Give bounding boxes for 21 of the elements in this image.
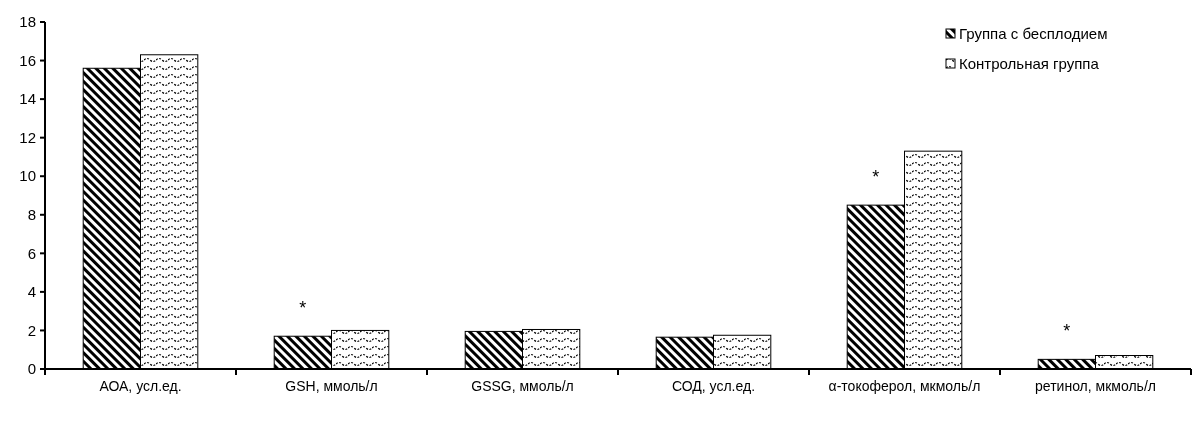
y-tick-label: 14 xyxy=(19,90,36,108)
x-tick-label: АОА, усл.ед. xyxy=(99,378,182,394)
y-tick-label: 4 xyxy=(27,283,36,301)
y-tick-label: 0 xyxy=(27,360,36,378)
legend-label: Контрольная группа xyxy=(959,55,1100,73)
y-tick-label: 8 xyxy=(27,206,36,224)
annotation: * xyxy=(299,298,307,319)
x-tick-label: GSH, ммоль/л xyxy=(285,378,378,394)
x-tick-label: ретинол, мкмоль/л xyxy=(1035,378,1156,394)
legend-label: Группа с бесплодием xyxy=(959,25,1108,43)
annotation: * xyxy=(872,167,880,188)
y-tick-label: 2 xyxy=(27,321,36,339)
x-tick-label: α-токоферол, мкмоль/л xyxy=(828,378,981,394)
x-tick-label: GSSG, ммоль/л xyxy=(471,378,574,394)
y-tick-label: 6 xyxy=(27,244,36,262)
y-tick-label: 10 xyxy=(19,167,36,185)
x-tick-label: СОД, усл.ед. xyxy=(671,378,756,394)
annotation: * xyxy=(1063,321,1071,342)
y-tick-label: 12 xyxy=(19,128,36,146)
y-tick-label: 16 xyxy=(19,51,36,69)
y-tick-label: 18 xyxy=(19,13,36,31)
